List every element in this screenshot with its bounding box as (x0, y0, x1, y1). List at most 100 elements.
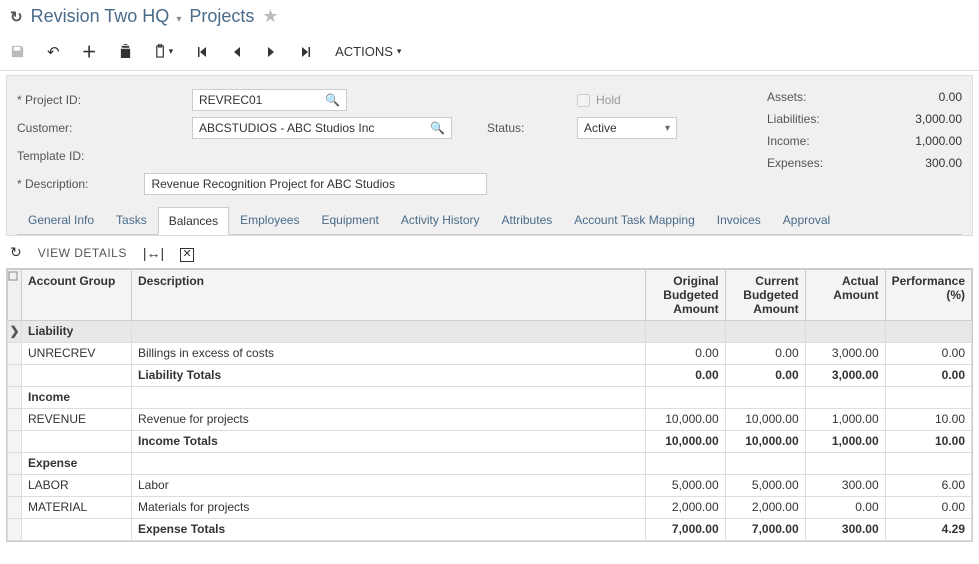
save-icon[interactable] (10, 44, 25, 59)
tab-general-info[interactable]: General Info (17, 206, 105, 234)
prev-icon[interactable] (231, 45, 243, 59)
cell-perf: 6.00 (885, 474, 971, 496)
cell-actual: 0.00 (805, 496, 885, 518)
cell-acct (22, 364, 132, 386)
actions-menu[interactable]: ACTIONS ▾ (335, 44, 401, 59)
cell-actual: 3,000.00 (805, 364, 885, 386)
cell-acct (22, 430, 132, 452)
assets-value: 0.00 (882, 90, 962, 104)
table-row[interactable]: ❯ Liability (8, 320, 972, 342)
undo-icon[interactable]: ↶ (47, 43, 60, 61)
cell-orig (645, 452, 725, 474)
breadcrumb-org[interactable]: Revision Two HQ (31, 6, 170, 26)
expenses-value: 300.00 (882, 156, 962, 170)
caret-down-icon: ▾ (397, 46, 402, 57)
search-icon[interactable]: 🔍 (325, 93, 340, 107)
cell-acct: Expense (22, 452, 132, 474)
table-row[interactable]: LABOR Labor 5,000.00 5,000.00 300.00 6.0… (8, 474, 972, 496)
cell-actual (805, 320, 885, 342)
tab-employees[interactable]: Employees (229, 206, 310, 234)
hold-checkbox[interactable]: Hold (577, 93, 621, 107)
refresh-icon[interactable]: ↻ (10, 8, 23, 26)
cell-orig: 0.00 (645, 342, 725, 364)
cell-acct: MATERIAL (22, 496, 132, 518)
table-row[interactable]: Income (8, 386, 972, 408)
cell-orig: 10,000.00 (645, 430, 725, 452)
cell-actual: 3,000.00 (805, 342, 885, 364)
table-row[interactable]: Expense (8, 452, 972, 474)
table-row[interactable]: Liability Totals 0.00 0.00 3,000.00 0.00 (8, 364, 972, 386)
row-selector-header[interactable] (8, 269, 22, 320)
cell-curr: 2,000.00 (725, 496, 805, 518)
col-actual[interactable]: Actual Amount (805, 269, 885, 320)
cell-desc: Expense Totals (132, 518, 646, 540)
cell-acct: UNRECREV (22, 342, 132, 364)
first-icon[interactable] (195, 45, 209, 59)
col-account-group[interactable]: Account Group (22, 269, 132, 320)
description-input[interactable]: Revenue Recognition Project for ABC Stud… (144, 173, 487, 195)
tab-tasks[interactable]: Tasks (105, 206, 158, 234)
next-icon[interactable] (265, 45, 277, 59)
col-performance[interactable]: Performance (%) (885, 269, 971, 320)
view-details-button[interactable]: VIEW DETAILS (38, 246, 127, 260)
status-value: Active (584, 121, 617, 135)
hold-checkbox-input[interactable] (577, 94, 590, 107)
assets-label: Assets: (767, 90, 806, 104)
cell-perf (885, 320, 971, 342)
last-icon[interactable] (299, 45, 313, 59)
cell-perf: 10.00 (885, 408, 971, 430)
cell-actual: 300.00 (805, 474, 885, 496)
cell-desc: Materials for projects (132, 496, 646, 518)
income-value: 1,000.00 (882, 134, 962, 148)
customer-input[interactable]: ABCSTUDIOS - ABC Studios Inc 🔍 (192, 117, 452, 139)
table-row[interactable]: REVENUE Revenue for projects 10,000.00 1… (8, 408, 972, 430)
tab-attributes[interactable]: Attributes (491, 206, 564, 234)
tab-balances[interactable]: Balances (158, 207, 229, 235)
table-row[interactable]: Expense Totals 7,000.00 7,000.00 300.00 … (8, 518, 972, 540)
cell-curr: 7,000.00 (725, 518, 805, 540)
cell-desc: Labor (132, 474, 646, 496)
cell-curr: 0.00 (725, 342, 805, 364)
cell-desc (132, 386, 646, 408)
refresh-icon[interactable]: ↻ (10, 244, 22, 261)
search-icon[interactable]: 🔍 (430, 121, 445, 135)
add-icon[interactable]: ＋ (82, 41, 97, 62)
tab-equipment[interactable]: Equipment (310, 206, 389, 234)
col-current-budget[interactable]: Current Budgeted Amount (725, 269, 805, 320)
clipboard-icon[interactable]: ▾ (154, 44, 174, 59)
cell-curr: 10,000.00 (725, 430, 805, 452)
tab-invoices[interactable]: Invoices (706, 206, 772, 234)
star-icon[interactable]: ★ (262, 6, 278, 27)
delete-icon[interactable] (119, 44, 132, 59)
col-description[interactable]: Description (132, 269, 646, 320)
export-icon[interactable]: ✕ (180, 244, 194, 262)
liabilities-label: Liabilities: (767, 112, 820, 126)
cell-acct: REVENUE (22, 408, 132, 430)
cell-desc: Liability Totals (132, 364, 646, 386)
cell-orig: 5,000.00 (645, 474, 725, 496)
table-row[interactable]: Income Totals 10,000.00 10,000.00 1,000.… (8, 430, 972, 452)
caret-down-icon: ▾ (665, 123, 670, 134)
cell-desc (132, 320, 646, 342)
cell-perf: 10.00 (885, 430, 971, 452)
chevron-down-icon[interactable]: ▾ (176, 14, 181, 25)
col-original-budget[interactable]: Original Budgeted Amount (645, 269, 725, 320)
cell-acct: Liability (22, 320, 132, 342)
cell-curr (725, 320, 805, 342)
cell-perf: 0.00 (885, 496, 971, 518)
cell-actual: 1,000.00 (805, 408, 885, 430)
breadcrumb-page[interactable]: Projects (189, 6, 254, 27)
fit-columns-icon[interactable]: |↔| (143, 245, 164, 261)
cell-desc: Revenue for projects (132, 408, 646, 430)
main-toolbar: ↶ ＋ ▾ ACTIONS ▾ (0, 33, 979, 71)
tab-account-task-mapping[interactable]: Account Task Mapping (563, 206, 706, 234)
tab-activity-history[interactable]: Activity History (390, 206, 491, 234)
status-select[interactable]: Active ▾ (577, 117, 677, 139)
tab-approval[interactable]: Approval (772, 206, 841, 234)
table-row[interactable]: MATERIAL Materials for projects 2,000.00… (8, 496, 972, 518)
actions-label: ACTIONS (335, 44, 393, 59)
project-id-input[interactable]: REVREC01 🔍 (192, 89, 347, 111)
cell-actual (805, 386, 885, 408)
income-label: Income: (767, 134, 810, 148)
table-row[interactable]: UNRECREV Billings in excess of costs 0.0… (8, 342, 972, 364)
